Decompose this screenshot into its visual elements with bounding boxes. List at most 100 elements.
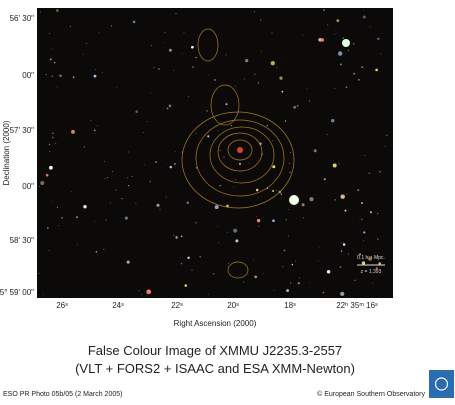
star <box>354 279 356 281</box>
star <box>339 266 342 268</box>
eso-logo-mark <box>434 377 449 391</box>
star <box>76 216 78 218</box>
star <box>131 176 133 178</box>
star <box>257 197 259 198</box>
star <box>257 82 260 84</box>
star <box>353 43 355 45</box>
star <box>313 149 317 153</box>
star <box>364 155 366 156</box>
star <box>104 178 106 179</box>
star <box>334 87 336 89</box>
star <box>40 11 41 13</box>
star <box>342 37 344 39</box>
star <box>71 129 75 134</box>
star <box>345 86 348 89</box>
bright-star <box>289 195 299 205</box>
star <box>301 203 305 207</box>
star <box>216 226 218 227</box>
star <box>338 163 340 165</box>
star <box>253 259 255 261</box>
star <box>290 282 292 284</box>
star <box>369 26 371 28</box>
star <box>143 132 145 133</box>
star <box>51 48 53 50</box>
star <box>61 217 63 219</box>
star <box>298 277 300 279</box>
star <box>165 196 167 198</box>
star <box>361 261 366 265</box>
star <box>95 69 97 71</box>
star <box>212 273 215 275</box>
star <box>223 156 225 158</box>
star <box>45 74 47 76</box>
x-label: 22ʰ 35ᵐ 16ˢ <box>336 301 378 310</box>
star <box>199 256 201 258</box>
star <box>347 49 349 51</box>
star <box>207 293 209 295</box>
star <box>284 120 287 122</box>
y-axis-title: Declination (2000) <box>2 120 11 185</box>
x-label: 20ˢ <box>227 301 239 310</box>
star <box>323 178 326 181</box>
star <box>106 177 108 179</box>
star <box>159 208 161 210</box>
star <box>261 50 263 52</box>
star <box>247 162 249 164</box>
star <box>58 225 59 227</box>
star <box>372 282 374 284</box>
star <box>330 118 335 123</box>
star <box>359 253 361 256</box>
star <box>276 190 278 192</box>
star <box>379 170 381 173</box>
star <box>270 61 275 66</box>
star <box>322 291 325 294</box>
star <box>377 238 379 240</box>
star <box>135 202 137 204</box>
star <box>254 73 256 75</box>
star <box>279 76 283 80</box>
star <box>225 54 227 56</box>
star <box>38 272 40 274</box>
star <box>332 163 337 168</box>
star <box>353 72 356 75</box>
star <box>326 133 328 135</box>
star <box>90 119 92 121</box>
star <box>357 189 360 192</box>
star <box>358 79 360 81</box>
star <box>174 151 176 152</box>
star <box>368 256 373 261</box>
star <box>153 67 155 69</box>
star <box>218 242 220 244</box>
star <box>149 181 151 183</box>
star <box>135 110 138 113</box>
star <box>155 161 157 163</box>
star <box>254 275 258 279</box>
star <box>253 11 255 13</box>
star <box>370 211 372 214</box>
star <box>115 189 117 191</box>
eso-logo <box>429 370 454 398</box>
star <box>49 150 51 152</box>
star <box>54 61 56 64</box>
star <box>283 249 286 252</box>
star <box>59 74 62 78</box>
star <box>138 290 140 292</box>
star <box>285 219 287 221</box>
star <box>228 263 229 265</box>
star <box>377 37 380 41</box>
star <box>166 107 169 110</box>
star <box>296 104 299 107</box>
star <box>187 256 190 259</box>
star <box>368 172 370 174</box>
star <box>188 96 190 98</box>
star <box>207 74 209 76</box>
star <box>280 193 283 195</box>
star <box>163 108 165 109</box>
y-label: 58' 30" <box>10 236 35 245</box>
star <box>375 267 378 270</box>
star <box>281 90 284 93</box>
star <box>340 63 343 66</box>
x-label: 22ˢ <box>171 301 183 310</box>
star <box>272 219 275 223</box>
star <box>239 163 241 165</box>
